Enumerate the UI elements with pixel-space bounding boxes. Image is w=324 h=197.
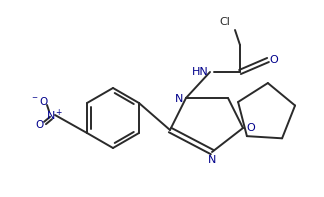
- Text: N: N: [175, 94, 183, 104]
- Text: O: O: [247, 123, 255, 133]
- Text: $^-$O: $^-$O: [29, 95, 49, 107]
- Text: O: O: [270, 55, 278, 65]
- Text: Cl: Cl: [220, 17, 230, 27]
- Text: HN: HN: [191, 67, 208, 77]
- Text: N$^+$: N$^+$: [46, 107, 64, 123]
- Text: O: O: [35, 120, 43, 130]
- Text: N: N: [208, 155, 216, 165]
